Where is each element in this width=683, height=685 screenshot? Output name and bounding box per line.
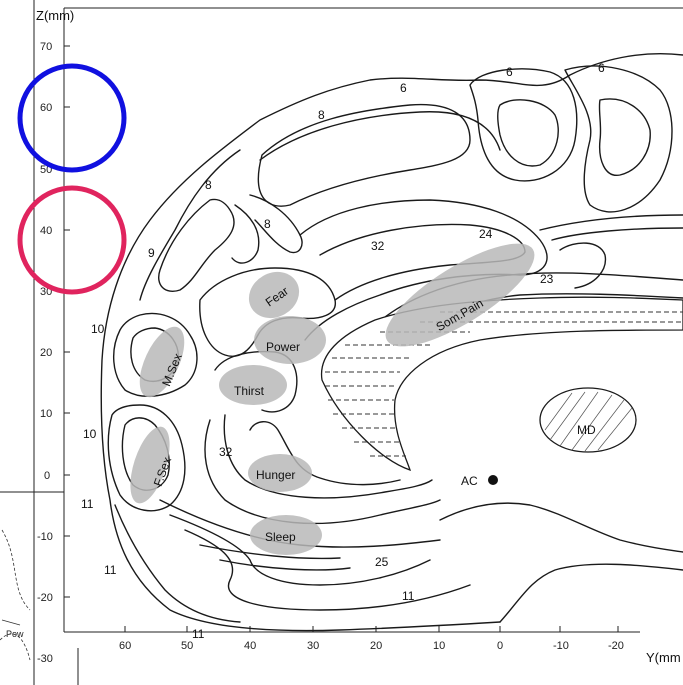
z-tick-label: 60 <box>40 102 52 114</box>
area-number: 11 <box>81 497 94 511</box>
hunger-label: Hunger <box>256 468 295 482</box>
y-tick-label: -20 <box>608 640 624 652</box>
area-number: 25 <box>375 555 389 569</box>
z-tick-label: 10 <box>40 408 52 420</box>
area-number: 32 <box>371 239 385 253</box>
sleep-blob <box>250 515 322 555</box>
functional-regions <box>130 243 535 555</box>
area-number: 11 <box>192 627 205 641</box>
area-number: 8 <box>318 108 325 122</box>
power-label: Power <box>266 340 300 354</box>
md-hatching <box>544 391 633 452</box>
som-pain-blob <box>385 243 535 347</box>
area-number: 32 <box>219 445 233 459</box>
area-number: 6 <box>400 81 407 95</box>
z-tick-label: 40 <box>40 225 52 237</box>
annotation-circles <box>17 63 127 295</box>
z-tick-label: 0 <box>44 470 50 482</box>
area-number: 10 <box>83 427 97 441</box>
area-numbers: 6 6 6 8 8 8 9 10 10 11 11 11 11 24 23 32… <box>81 61 605 641</box>
blue-highlight-circle <box>17 63 127 173</box>
red-highlight-circle <box>17 185 127 295</box>
thirst-label: Thirst <box>234 384 265 398</box>
y-tick-label: 0 <box>497 640 503 652</box>
hunger-blob <box>248 454 312 492</box>
y-tick-label: 10 <box>433 640 445 652</box>
z-axis: Z(mm) 70 60 50 40 30 20 10 0 -10 -20 -30 <box>36 8 74 665</box>
y-tick-label: -10 <box>553 640 569 652</box>
area-number: 11 <box>402 589 415 603</box>
area-number: 11 <box>104 563 117 577</box>
power-blob <box>254 316 326 364</box>
corpus-callosum <box>320 296 683 472</box>
area-number: 6 <box>598 61 605 75</box>
area-number: 6 <box>506 65 513 79</box>
thirst-blob <box>219 365 287 405</box>
inset-label: Pow <box>6 629 24 639</box>
y-tick-label: 50 <box>181 640 193 652</box>
inset-fragment: Pow <box>0 491 79 685</box>
md-nucleus <box>539 387 637 453</box>
y-tick-label: 30 <box>307 640 319 652</box>
y-axis: 60 50 40 30 20 10 0 -10 -20 Y(mm <box>119 626 681 665</box>
y-tick-label: 60 <box>119 640 131 652</box>
area-number: 24 <box>479 227 493 241</box>
z-axis-title: Z(mm) <box>36 8 74 23</box>
z-tick-label: 70 <box>40 41 52 53</box>
area-number: 10 <box>91 322 105 336</box>
area-number: 9 <box>148 246 155 260</box>
y-tick-label: 40 <box>244 640 256 652</box>
y-tick-label: 20 <box>370 640 382 652</box>
fear-blob <box>248 271 300 319</box>
sleep-label: Sleep <box>265 530 296 544</box>
area-number: 23 <box>540 272 554 286</box>
m-sex-blob <box>139 326 185 398</box>
ac-dot <box>488 475 498 485</box>
f-sex-blob <box>130 426 170 504</box>
z-tick-label: -20 <box>37 592 53 604</box>
y-axis-title: Y(mm <box>646 650 681 665</box>
z-tick-label: -10 <box>37 531 53 543</box>
ac-label: AC <box>461 474 478 488</box>
z-tick-label: 20 <box>40 347 52 359</box>
area-number: 8 <box>264 217 271 231</box>
z-tick-label: -30 <box>37 653 53 665</box>
area-number: 8 <box>205 178 212 192</box>
md-label: MD <box>577 423 596 437</box>
plot-frame <box>33 0 683 685</box>
